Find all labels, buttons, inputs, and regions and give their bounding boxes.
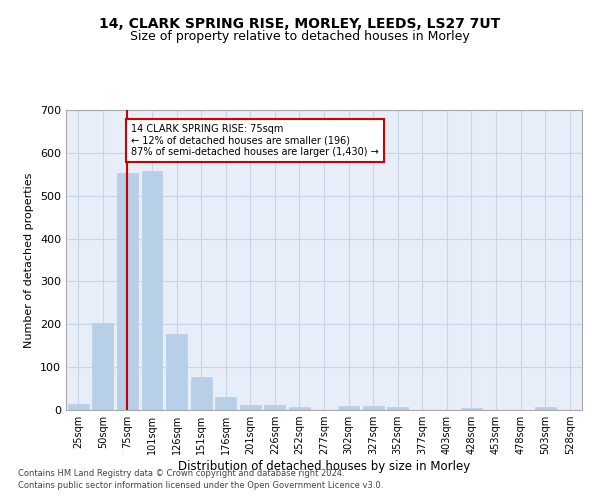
Bar	[461, 408, 482, 410]
Text: Contains public sector information licensed under the Open Government Licence v3: Contains public sector information licen…	[18, 481, 383, 490]
X-axis label: Distribution of detached houses by size in Morley: Distribution of detached houses by size …	[178, 460, 470, 473]
Bar	[362, 406, 383, 410]
Bar	[166, 334, 187, 410]
Bar	[289, 406, 310, 410]
Bar	[265, 405, 286, 410]
Text: 14 CLARK SPRING RISE: 75sqm
← 12% of detached houses are smaller (196)
87% of se: 14 CLARK SPRING RISE: 75sqm ← 12% of det…	[131, 124, 379, 157]
Bar	[92, 322, 113, 410]
Bar	[117, 173, 138, 410]
Bar	[240, 405, 261, 410]
Y-axis label: Number of detached properties: Number of detached properties	[25, 172, 34, 348]
Bar	[535, 408, 556, 410]
Bar	[215, 397, 236, 410]
Bar	[338, 406, 359, 410]
Bar	[191, 376, 212, 410]
Bar	[68, 404, 89, 410]
Text: Contains HM Land Registry data © Crown copyright and database right 2024.: Contains HM Land Registry data © Crown c…	[18, 468, 344, 477]
Bar	[387, 407, 408, 410]
Text: Size of property relative to detached houses in Morley: Size of property relative to detached ho…	[130, 30, 470, 43]
Text: 14, CLARK SPRING RISE, MORLEY, LEEDS, LS27 7UT: 14, CLARK SPRING RISE, MORLEY, LEEDS, LS…	[100, 18, 500, 32]
Bar	[142, 171, 163, 410]
